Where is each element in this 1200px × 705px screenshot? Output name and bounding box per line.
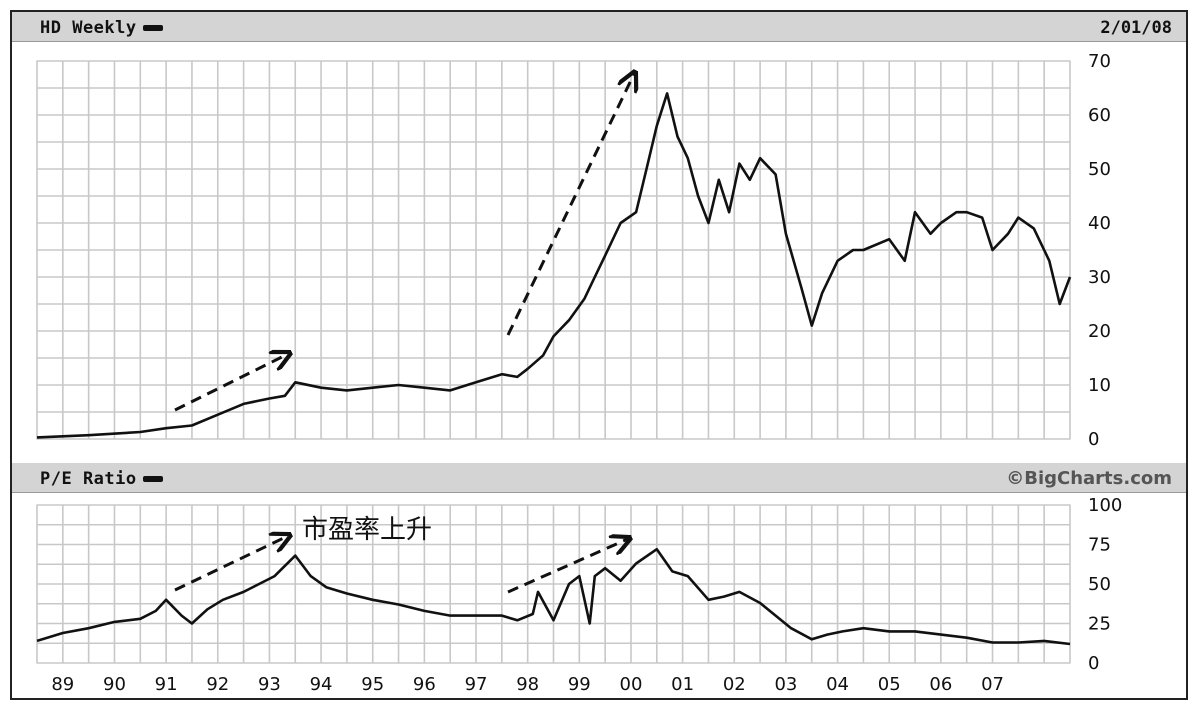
pe-rise-annotation: 市盈率上升 xyxy=(302,515,432,545)
xtick-label: 04 xyxy=(826,674,849,695)
price-ytick-label: 50 xyxy=(1088,159,1111,180)
xtick-label: 96 xyxy=(413,674,436,695)
xtick-label: 89 xyxy=(51,674,74,695)
pe-ytick-label: 50 xyxy=(1088,574,1111,595)
price-ytick-label: 20 xyxy=(1088,321,1111,342)
top-header-bar: HD Weekly 2/01/08 xyxy=(12,12,1186,42)
series-swatch xyxy=(142,25,163,31)
trend-arrow-1 xyxy=(174,353,290,412)
chart-title-text: HD Weekly xyxy=(40,18,137,38)
price-ytick-label: 60 xyxy=(1088,105,1111,126)
pe-series-line xyxy=(36,547,1071,646)
chart-frame: HD Weekly 2/01/08 P/E Ratio ©BigCharts.c… xyxy=(10,10,1188,700)
xtick-label: 92 xyxy=(206,674,229,695)
price-ytick-label: 40 xyxy=(1088,213,1111,234)
trend-arrow-3 xyxy=(174,535,290,592)
price-ytick-label: 70 xyxy=(1088,51,1111,72)
xtick-label: 97 xyxy=(465,674,488,695)
chart-title: HD Weekly xyxy=(40,18,163,38)
pe-ytick-label: 75 xyxy=(1088,535,1111,556)
pe-series-swatch xyxy=(142,476,163,482)
pe-panel-title: P/E Ratio xyxy=(40,469,163,489)
xtick-label: 05 xyxy=(878,674,901,695)
trend-arrow-2 xyxy=(506,72,635,336)
xtick-label: 00 xyxy=(620,674,643,695)
xtick-label: 06 xyxy=(929,674,952,695)
xtick-label: 03 xyxy=(774,674,797,695)
xtick-label: 01 xyxy=(671,674,694,695)
xtick-label: 90 xyxy=(103,674,126,695)
xtick-label: 95 xyxy=(361,674,384,695)
pe-grid xyxy=(36,504,1071,664)
xtick-label: 02 xyxy=(723,674,746,695)
price-grid xyxy=(36,60,1071,440)
pe-ytick-label: 0 xyxy=(1088,653,1099,674)
xtick-label: 07 xyxy=(981,674,1004,695)
brand-label: ©BigCharts.com xyxy=(1006,468,1172,489)
trend-arrows xyxy=(174,72,635,594)
price-ytick-label: 0 xyxy=(1088,429,1099,450)
lower-header-bar: P/E Ratio ©BigCharts.com xyxy=(12,463,1186,493)
xtick-label: 94 xyxy=(310,674,333,695)
price-ytick-label: 30 xyxy=(1088,267,1111,288)
xtick-label: 93 xyxy=(258,674,281,695)
chart-date: 2/01/08 xyxy=(1100,18,1172,38)
trend-arrow-4 xyxy=(507,538,630,594)
pe-ytick-label: 25 xyxy=(1088,614,1111,635)
price-ytick-label: 10 xyxy=(1088,375,1111,396)
pe-panel-title-text: P/E Ratio xyxy=(40,469,137,489)
xtick-label: 99 xyxy=(568,674,591,695)
xtick-label: 98 xyxy=(516,674,539,695)
price-series-line xyxy=(36,92,1072,439)
xtick-label: 91 xyxy=(155,674,178,695)
pe-ytick-label: 100 xyxy=(1088,495,1122,516)
